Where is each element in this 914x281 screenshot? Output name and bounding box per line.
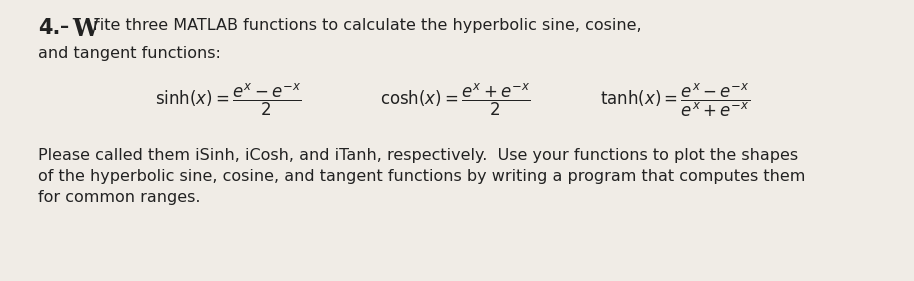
Text: for common ranges.: for common ranges. [38,190,200,205]
Text: rite three MATLAB functions to calculate the hyperbolic sine, cosine,: rite three MATLAB functions to calculate… [93,18,642,33]
Text: $\mathrm{tanh}(x) = \dfrac{e^x - e^{-x}}{e^x + e^{-x}}$: $\mathrm{tanh}(x) = \dfrac{e^x - e^{-x}}… [600,81,750,119]
Text: Please called them iSinh, iCosh, and iTanh, respectively.  Use your functions to: Please called them iSinh, iCosh, and iTa… [38,148,798,163]
Text: –: – [60,18,69,36]
Text: and tangent functions:: and tangent functions: [38,46,221,61]
Text: W: W [72,17,99,41]
Text: $\mathrm{cosh}(x) = \dfrac{e^x + e^{-x}}{2}$: $\mathrm{cosh}(x) = \dfrac{e^x + e^{-x}}… [380,82,531,118]
Text: 4.: 4. [38,18,60,38]
Text: $\mathrm{sinh}(x) = \dfrac{e^x - e^{-x}}{2}$: $\mathrm{sinh}(x) = \dfrac{e^x - e^{-x}}… [155,82,302,118]
Text: of the hyperbolic sine, cosine, and tangent functions by writing a program that : of the hyperbolic sine, cosine, and tang… [38,169,805,184]
